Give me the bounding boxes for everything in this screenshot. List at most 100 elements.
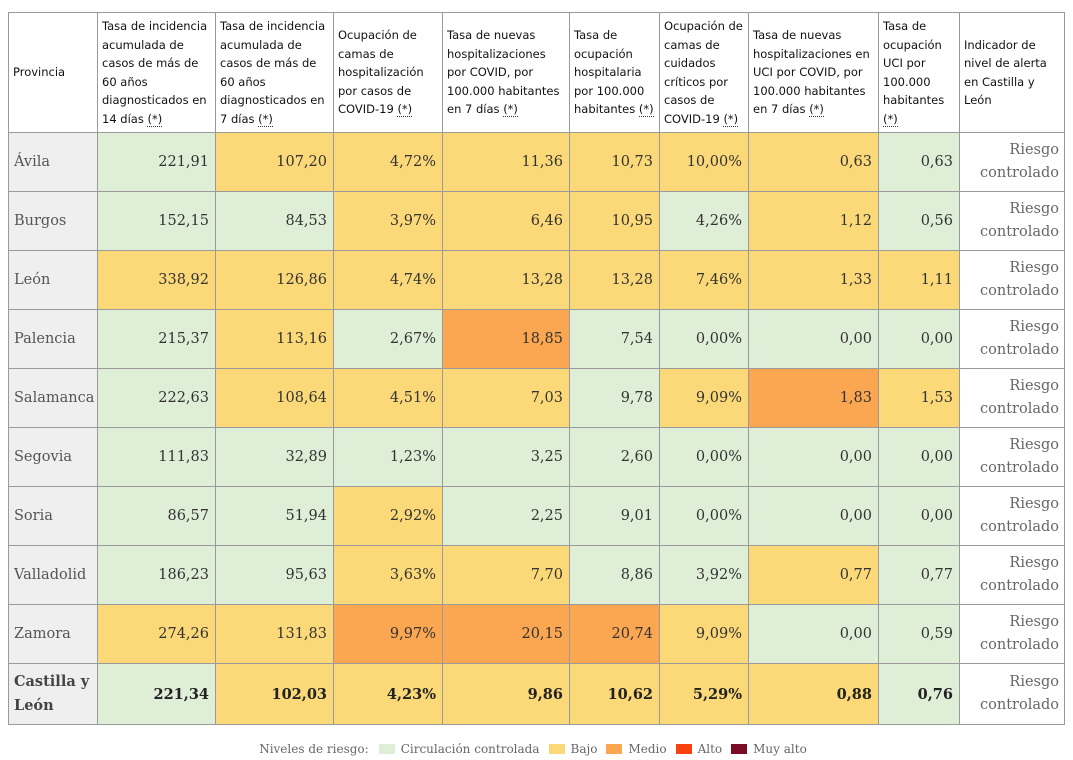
- metric-cell: 0,00: [748, 486, 879, 546]
- table-total-row: Castilla y León 221,34 102,03 4,23% 9,86 10,6…: [8, 663, 1065, 725]
- header-label: Tasa de ocupación UCI por 100.000 habita…: [883, 19, 945, 107]
- metric-cell: 7,03: [442, 368, 570, 428]
- metric-cell: 13,28: [442, 250, 570, 310]
- header-footnote-marker[interactable]: (*): [503, 102, 518, 118]
- header-footnote-marker[interactable]: (*): [883, 111, 898, 127]
- metric-cell: 274,26: [97, 604, 216, 664]
- legend-label: Alto: [697, 742, 723, 756]
- metric-cell: 111,83: [97, 427, 216, 487]
- metric-cell: 9,78: [569, 368, 660, 428]
- province-name: Ávila: [8, 132, 98, 192]
- metric-cell: 4,26%: [659, 191, 749, 251]
- legend-title: Niveles de riesgo:: [259, 742, 369, 756]
- metric-cell: 1,12: [748, 191, 879, 251]
- metric-cell: 0,77: [878, 545, 960, 605]
- table-row: León 338,92 126,86 4,74% 13,28 13,28 7,46% 1,33…: [8, 250, 1065, 310]
- metric-cell: 4,51%: [333, 368, 443, 428]
- metric-cell: 222,63: [97, 368, 216, 428]
- legend-swatch: [606, 744, 623, 754]
- metric-cell: 7,70: [442, 545, 570, 605]
- metric-cell: 102,03: [215, 663, 334, 725]
- alert-indicator: Riesgo controlado: [959, 427, 1065, 487]
- metric-cell: 13,28: [569, 250, 660, 310]
- metric-cell: 1,53: [878, 368, 960, 428]
- risk-legend: Niveles de riesgo: Circulación controlad…: [0, 740, 1073, 758]
- legend-label: Bajo: [570, 742, 598, 756]
- legend-item: Alto: [675, 742, 723, 756]
- metric-cell: 1,33: [748, 250, 879, 310]
- province-name: Salamanca: [8, 368, 98, 428]
- metric-cell: 126,86: [215, 250, 334, 310]
- header-metric-7: Tasa de nuevas hospitalizaciones en UCI …: [748, 12, 879, 133]
- header-metric-4: Tasa de nuevas hospitalizaciones por COV…: [442, 12, 570, 133]
- province-name: Palencia: [8, 309, 98, 369]
- metric-cell: 0,00: [878, 427, 960, 487]
- province-name: Castilla y León: [8, 663, 98, 725]
- metric-cell: 186,23: [97, 545, 216, 605]
- metric-cell: 108,64: [215, 368, 334, 428]
- header-footnote-marker[interactable]: (*): [397, 102, 413, 118]
- metric-cell: 0,00: [878, 486, 960, 546]
- alert-indicator: Riesgo controlado: [959, 191, 1065, 251]
- metric-cell: 1,83: [748, 368, 879, 428]
- header-footnote-marker[interactable]: (*): [147, 111, 163, 127]
- header-province: Provincia: [8, 12, 98, 133]
- header-metric-5: Tasa de ocupación hospitalaria por 100.0…: [569, 12, 660, 133]
- metric-cell: 10,95: [569, 191, 660, 251]
- table-row: Zamora 274,26 131,83 9,97% 20,15 20,74 9,09% 0,…: [8, 604, 1065, 664]
- metric-cell: 0,00: [748, 309, 879, 369]
- province-name: Valladolid: [8, 545, 98, 605]
- metric-cell: 10,62: [569, 663, 660, 725]
- metric-cell: 95,63: [215, 545, 334, 605]
- header-alert-indicator: Indicador de nivel de alerta en Castilla…: [959, 12, 1065, 133]
- table-row: Palencia 215,37 113,16 2,67% 18,85 7,54 0,00% 0…: [8, 309, 1065, 369]
- metric-cell: 32,89: [215, 427, 334, 487]
- header-label: Tasa de nuevas hospitalizaciones en UCI …: [753, 28, 870, 117]
- metric-cell: 152,15: [97, 191, 216, 251]
- metric-cell: 0,88: [748, 663, 879, 725]
- alert-indicator: Riesgo controlado: [959, 250, 1065, 310]
- alert-indicator: Riesgo controlado: [959, 132, 1065, 192]
- metric-cell: 107,20: [215, 132, 334, 192]
- metric-cell: 0,00: [878, 309, 960, 369]
- metric-cell: 2,60: [569, 427, 660, 487]
- legend-items: Circulación controlada Bajo Medio Alto Muy a…: [377, 742, 814, 756]
- metric-cell: 1,23%: [333, 427, 443, 487]
- metric-cell: 9,97%: [333, 604, 443, 664]
- legend-item: Muy alto: [731, 742, 807, 756]
- header-label: Tasa de ocupación hospitalaria por 100.0…: [574, 28, 645, 117]
- province-name: Burgos: [8, 191, 98, 251]
- table-header-row: Provincia Tasa de incidencia acumulada de…: [8, 12, 1065, 133]
- metric-cell: 4,23%: [333, 663, 443, 725]
- metric-cell: 3,97%: [333, 191, 443, 251]
- metric-cell: 3,63%: [333, 545, 443, 605]
- legend-swatch: [731, 744, 748, 754]
- metric-cell: 10,00%: [659, 132, 749, 192]
- header-footnote-marker[interactable]: (*): [809, 102, 824, 118]
- metric-cell: 18,85: [442, 309, 570, 369]
- header-footnote-marker[interactable]: (*): [258, 111, 273, 127]
- header-label: Tasa de incidencia acumulada de casos de…: [220, 19, 326, 126]
- metric-cell: 0,00: [748, 604, 879, 664]
- legend-item: Circulación controlada: [378, 742, 540, 756]
- table-row: Valladolid 186,23 95,63 3,63% 7,70 8,86 3,92% 0…: [8, 545, 1065, 605]
- legend-swatch: [378, 744, 395, 754]
- table-row: Salamanca 222,63 108,64 4,51% 7,03 9,78 9,09% 1…: [8, 368, 1065, 428]
- header-footnote-marker[interactable]: (*): [723, 111, 739, 127]
- metric-cell: 3,25: [442, 427, 570, 487]
- legend-label: Muy alto: [753, 742, 807, 756]
- metric-cell: 6,46: [442, 191, 570, 251]
- metric-cell: 0,00%: [659, 427, 749, 487]
- header-metric-2: Tasa de incidencia acumulada de casos de…: [215, 12, 334, 133]
- metric-cell: 5,29%: [659, 663, 749, 725]
- legend-item: Bajo: [548, 742, 598, 756]
- metric-cell: 4,74%: [333, 250, 443, 310]
- header-metric-6: Ocupación de camas de cuidados críticos …: [659, 12, 749, 133]
- header-metric-1: Tasa de incidencia acumulada de casos de…: [97, 12, 216, 133]
- metric-cell: 10,73: [569, 132, 660, 192]
- metric-cell: 51,94: [215, 486, 334, 546]
- header-footnote-marker[interactable]: (*): [638, 102, 654, 118]
- province-name: Zamora: [8, 604, 98, 664]
- header-label: Tasa de nuevas hospitalizaciones por COV…: [447, 28, 560, 117]
- alert-indicator: Riesgo controlado: [959, 663, 1065, 725]
